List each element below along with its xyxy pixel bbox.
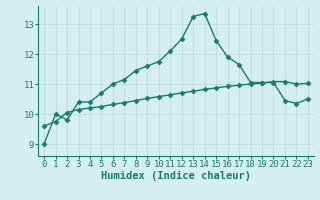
X-axis label: Humidex (Indice chaleur): Humidex (Indice chaleur) (101, 171, 251, 181)
